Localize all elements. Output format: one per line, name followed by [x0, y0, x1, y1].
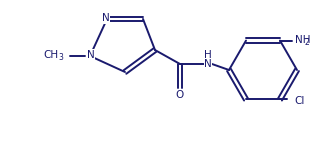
Text: 3: 3 — [58, 54, 64, 62]
Text: NH: NH — [295, 35, 310, 44]
Text: H: H — [204, 50, 212, 60]
Text: N: N — [204, 59, 212, 69]
Text: Cl: Cl — [294, 96, 304, 106]
Text: N: N — [87, 50, 95, 60]
Text: O: O — [176, 90, 184, 100]
Text: 2: 2 — [305, 38, 309, 47]
Text: CH: CH — [43, 50, 58, 60]
Text: N: N — [102, 13, 110, 23]
